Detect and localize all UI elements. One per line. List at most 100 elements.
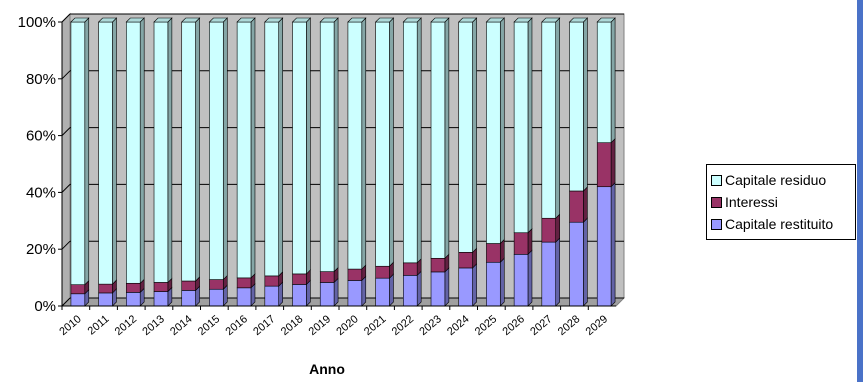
legend-item-capitale-restituito: Capitale restituito [711,215,833,233]
bar-top-capitale-residuo [236,17,256,23]
bar-segment-capitale-restituito [292,284,307,307]
bar-side-capitale-residuo [139,17,145,285]
y-tick-label: 80% [26,71,56,88]
x-tick-label: 2023 [417,313,443,338]
bar-segment-capitale-restituito [569,221,584,307]
bar-side-capitale-residuo [195,17,200,282]
x-tick-label: 2014 [168,313,194,338]
bar-side-capitale-restituito [416,270,422,307]
bar-segment-interessi [236,277,252,289]
bar-side-capitale-restituito [306,279,311,307]
bar-side-capitale-residuo [333,17,339,273]
bar-side-capitale-residuo [112,17,117,285]
bar-side-capitale-residuo [250,17,256,279]
x-tick-label: 2011 [86,313,112,337]
x-tick-label: 2027 [528,313,554,338]
bar-segment-capitale-restituito [541,241,556,307]
bar-side-capitale-restituito [472,263,477,307]
legend-swatch-interessi [711,196,722,208]
legend-item-capitale-residuo: Capitale residuo [711,171,826,189]
bar-segment-capitale-restituito [486,261,501,307]
bar-segment-interessi [292,273,307,285]
bar-segment-capitale-residuo [486,21,501,244]
bar-side-capitale-residuo [499,17,505,245]
gridline-depth [61,240,71,250]
gridline-depth [61,70,71,80]
bar-segment-interessi [596,142,612,188]
bar-side-capitale-restituito [444,267,450,307]
bar-segment-capitale-residuo [181,21,196,282]
bar-segment-interessi [181,280,196,291]
bar-side-capitale-restituito [389,273,394,307]
bar-top-capitale-residuo [541,17,561,23]
x-tick-label: 2020 [334,313,360,338]
gridline-depth [61,127,71,136]
plot-area-floor [60,297,626,307]
bar-segment-capitale-residuo [153,21,169,283]
bar-top-capitale-residuo [347,17,367,23]
y-tick-label: 100% [18,14,56,31]
bar-segment-capitale-restituito [430,271,446,307]
bar-segment-capitale-restituito [126,292,141,307]
bar-top-capitale-residuo [319,17,339,23]
bar-segment-capitale-restituito [513,254,529,307]
bar-top-capitale-residuo [568,17,589,23]
bar-segment-interessi [98,283,113,294]
bar-segment-capitale-restituito [209,288,224,307]
x-tick-label: 2015 [196,313,222,338]
bar-segment-capitale-residuo [236,21,252,279]
bar-top-capitale-residuo [208,17,228,23]
bar-side-capitale-residuo [278,17,283,277]
bar-segment-capitale-residuo [70,21,86,286]
legend-label-capitale-restituito: Capitale restituito [725,216,834,232]
bar-segment-interessi [319,271,335,283]
x-tick-label: 2021 [362,313,388,338]
legend-swatch-capitale-residuo [711,174,722,186]
bar-segment-capitale-restituito [458,267,473,307]
bar-segment-capitale-residuo [98,21,113,285]
bar-side-capitale-residuo [527,17,533,234]
bar-side-capitale-restituito [499,257,505,307]
bar-top-capitale-residuo [264,17,284,23]
bar-segment-interessi [403,262,418,276]
bar-side-capitale-residuo [555,17,560,219]
bar-segment-capitale-residuo [541,21,556,219]
x-tick-label: 2017 [251,313,277,338]
bar-segment-capitale-residuo [347,21,363,270]
bar-top-capitale-residuo [513,17,533,23]
bar-segment-capitale-residuo [126,21,141,284]
bar-side-capitale-restituito [527,249,533,307]
bar-segment-capitale-restituito [153,291,169,307]
bar-segment-capitale-restituito [264,285,279,307]
y-tick-label: 20% [26,241,56,258]
bar-segment-capitale-restituito [236,287,252,307]
bar-segment-capitale-residuo [403,21,418,264]
bar-top-capitale-residuo [125,17,145,23]
bar-top-capitale-residuo [97,17,118,23]
bar-top-capitale-residuo [485,17,505,23]
bar-segment-interessi [486,243,501,263]
bar-segment-capitale-restituito [347,280,363,307]
legend-label-interessi: Interessi [725,194,778,210]
bar-top-capitale-residuo [70,17,90,23]
bar-side-capitale-residuo [583,17,588,192]
bar-segment-interessi [153,282,169,292]
bar-segment-interessi [430,257,446,273]
bar-side-capitale-residuo [416,17,422,264]
gridline-depth [61,184,71,193]
gridline-depth [61,13,71,23]
x-axis-title: Anno [309,361,345,377]
bar-side-capitale-restituito [555,237,560,307]
bar-side-capitale-restituito [583,217,588,307]
bar-segment-capitale-restituito [181,290,196,307]
bar-side-capitale-restituito [610,181,616,307]
window-right-border [857,0,863,382]
x-tick-label: 2029 [584,313,610,338]
bar-side-capitale-residuo [84,17,90,286]
bar-segment-capitale-residuo [264,21,279,277]
bar-segment-interessi [70,284,86,295]
legend: Capitale residuo Interessi Capitale rest… [706,164,856,240]
bar-segment-interessi [347,268,363,281]
x-tick-label: 2025 [473,313,499,338]
bar-segment-capitale-restituito [596,186,612,307]
